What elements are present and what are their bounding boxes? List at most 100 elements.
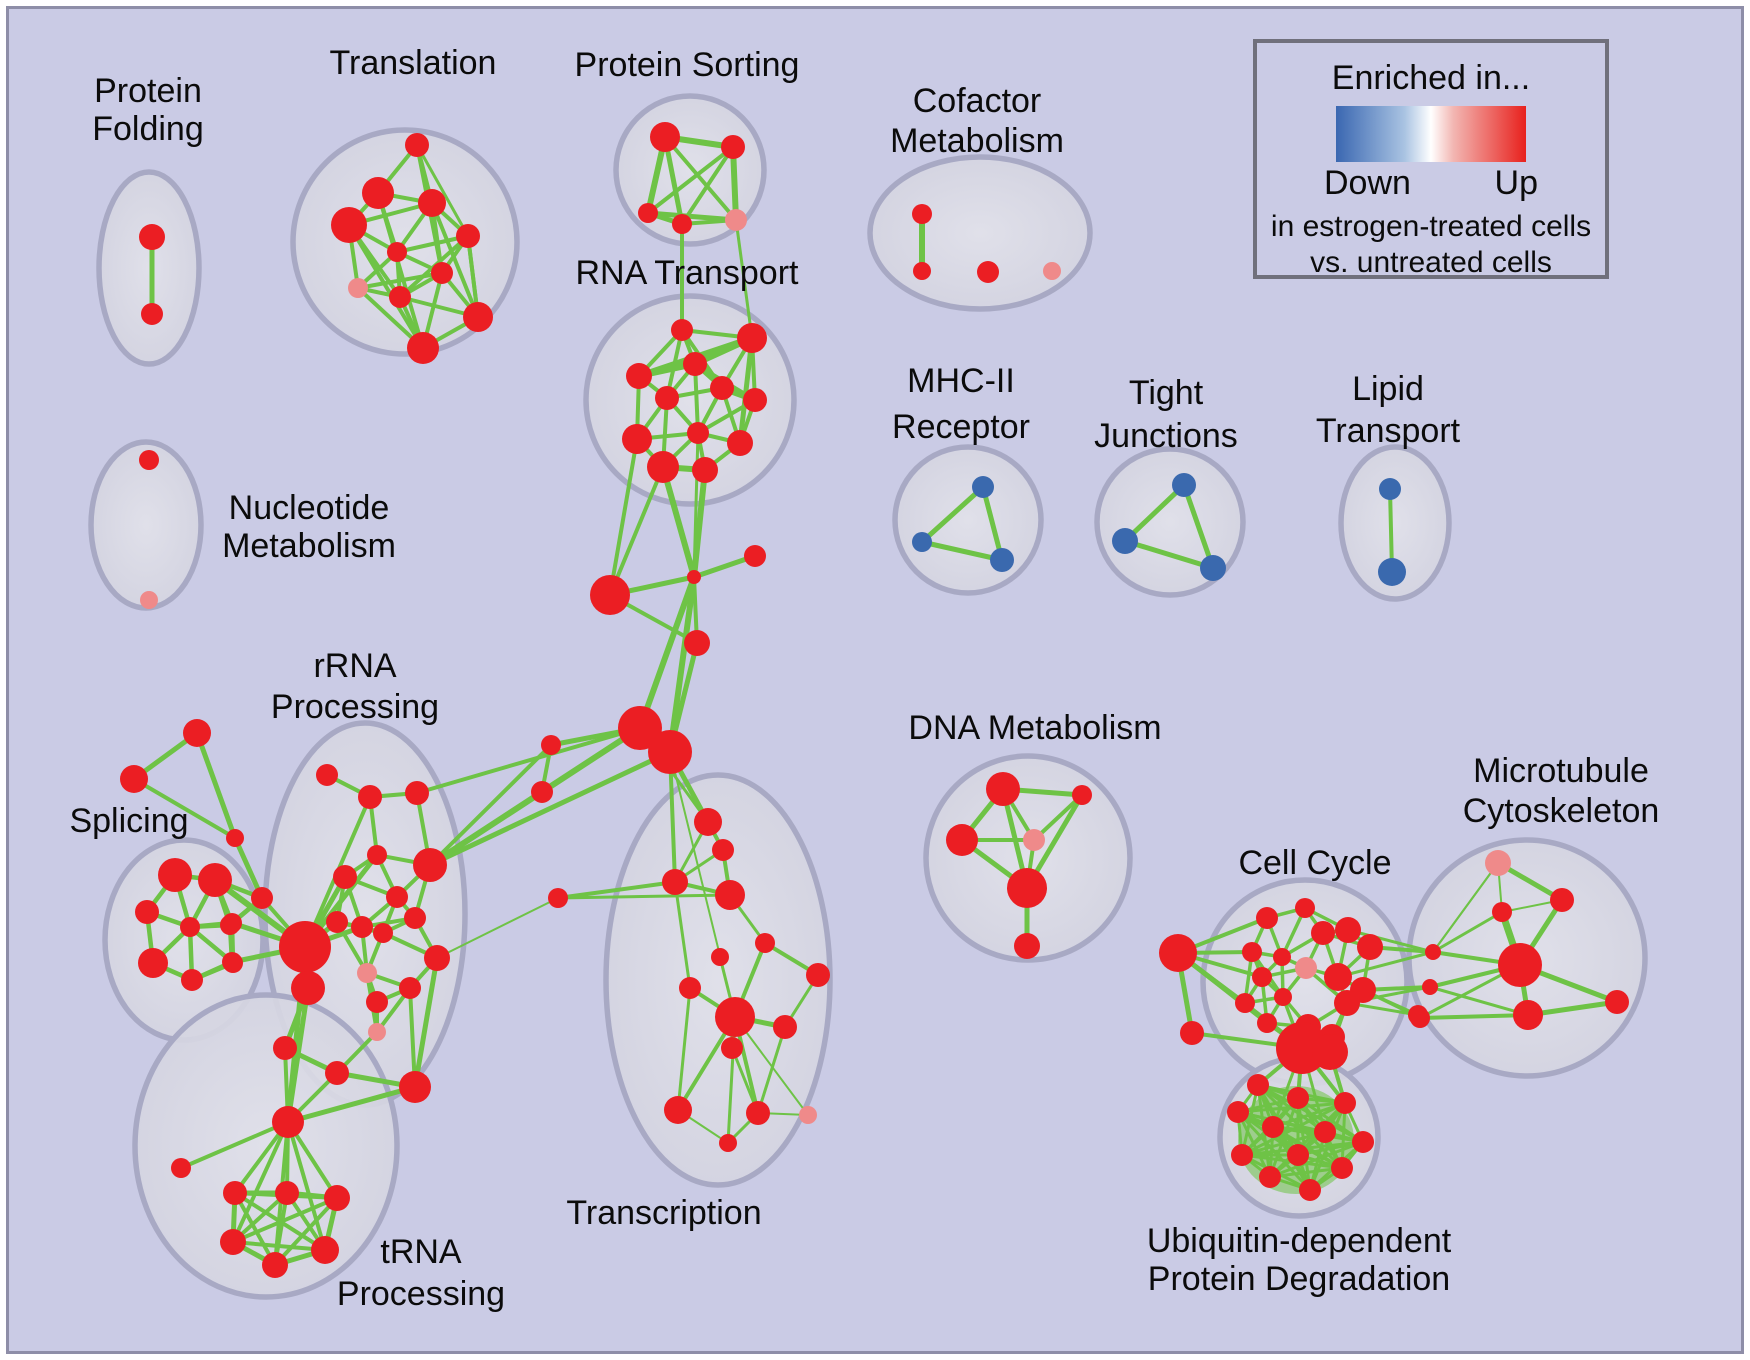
gene-set-node-microtubule-cytoskeleton[interactable] <box>1550 888 1574 912</box>
gene-set-node-splicing[interactable] <box>135 900 159 924</box>
gene-set-node-rna-transport[interactable] <box>743 388 767 412</box>
gene-set-node-cell-cycle[interactable] <box>1257 1013 1277 1033</box>
gene-set-node-dna-metabolism[interactable] <box>1014 933 1040 959</box>
gene-set-node-ubiquitin-degradation[interactable] <box>1334 1092 1356 1114</box>
gene-set-node-rna-transport[interactable] <box>710 376 734 400</box>
gene-set-node-transcription[interactable] <box>694 808 722 836</box>
gene-set-node-translation[interactable] <box>331 207 367 243</box>
gene-set-node-rrna-processing[interactable] <box>273 1036 297 1060</box>
gene-set-node-lipid-transport[interactable] <box>1379 478 1401 500</box>
gene-set-node-protein-sorting[interactable] <box>650 122 680 152</box>
gene-set-node-transcription[interactable] <box>715 880 745 910</box>
gene-set-node-rna-transport[interactable] <box>687 422 709 444</box>
gene-set-node-splicing[interactable] <box>138 948 168 978</box>
gene-set-node-connector-hub[interactable] <box>618 706 662 750</box>
gene-set-node-cell-cycle[interactable] <box>1235 993 1255 1013</box>
gene-set-node-rrna-processing[interactable] <box>351 916 373 938</box>
gene-set-node-protein-sorting[interactable] <box>672 214 692 234</box>
gene-set-node-cofactor-metabolism[interactable] <box>912 204 932 224</box>
gene-set-node-microtubule-cytoskeleton[interactable] <box>1498 943 1542 987</box>
gene-set-node-splicing[interactable] <box>251 887 273 909</box>
gene-set-node-protein-folding[interactable] <box>141 303 163 325</box>
gene-set-node-trna-processing[interactable] <box>220 1229 246 1255</box>
gene-set-node-cell-cycle[interactable] <box>1256 907 1278 929</box>
gene-set-node-trna-processing[interactable] <box>262 1252 288 1278</box>
gene-set-node-ubiquitin-degradation[interactable] <box>1227 1101 1249 1123</box>
gene-set-node-rna-transport[interactable] <box>683 352 707 376</box>
gene-set-node-cell-cycle[interactable] <box>1311 921 1335 945</box>
gene-set-node-cell-cycle[interactable] <box>1295 898 1315 918</box>
gene-set-node-transcription[interactable] <box>548 888 568 908</box>
gene-set-node-transcription[interactable] <box>662 869 688 895</box>
gene-set-node-dna-metabolism[interactable] <box>946 824 978 856</box>
gene-set-node-cell-cycle[interactable] <box>1357 934 1383 960</box>
gene-set-node-microtubule-cytoskeleton[interactable] <box>1425 944 1441 960</box>
gene-set-node-mhc-ii-receptor[interactable] <box>990 548 1014 572</box>
gene-set-node-tight-junctions[interactable] <box>1112 528 1138 554</box>
gene-set-node-splicing[interactable] <box>220 915 240 935</box>
gene-set-node-cofactor-metabolism[interactable] <box>913 262 931 280</box>
gene-set-node-cell-cycle[interactable] <box>1324 963 1352 991</box>
gene-set-node-trna-processing[interactable] <box>171 1158 191 1178</box>
gene-set-node-cell-cycle[interactable] <box>1295 957 1317 979</box>
gene-set-node-lipid-transport[interactable] <box>1378 558 1406 586</box>
gene-set-node-transcription[interactable] <box>773 1015 797 1039</box>
gene-set-node-rrna-processing[interactable] <box>326 911 348 933</box>
gene-set-node-cofactor-metabolism[interactable] <box>977 261 999 283</box>
gene-set-node-translation[interactable] <box>407 332 439 364</box>
gene-set-node-transcription[interactable] <box>806 963 830 987</box>
gene-set-node-rrna-processing[interactable] <box>291 971 325 1005</box>
gene-set-node-dna-metabolism[interactable] <box>1007 868 1047 908</box>
gene-set-node-splicing[interactable] <box>180 917 200 937</box>
gene-set-node-translation[interactable] <box>387 242 407 262</box>
gene-set-node-trna-processing[interactable] <box>275 1181 299 1205</box>
gene-set-node-cell-cycle[interactable] <box>1242 942 1262 962</box>
gene-set-node-tight-junctions[interactable] <box>1172 473 1196 497</box>
gene-set-node-ubiquitin-degradation[interactable] <box>1247 1074 1269 1096</box>
gene-set-node-cell-cycle[interactable] <box>1335 917 1361 943</box>
gene-set-node-microtubule-cytoskeleton[interactable] <box>1410 1008 1430 1028</box>
gene-set-node-transcription[interactable] <box>746 1101 770 1125</box>
gene-set-node-rrna-processing[interactable] <box>386 886 408 908</box>
gene-set-node-trna-processing[interactable] <box>223 1181 247 1205</box>
gene-set-node-microtubule-cytoskeleton[interactable] <box>1422 979 1438 995</box>
gene-set-node-rna-transport[interactable] <box>655 386 679 410</box>
gene-set-node-ubiquitin-degradation[interactable] <box>1352 1131 1374 1153</box>
gene-set-node-ubiquitin-degradation[interactable] <box>1314 1121 1336 1143</box>
gene-set-node-ubiquitin-degradation[interactable] <box>1262 1116 1284 1138</box>
gene-set-node-microtubule-cytoskeleton[interactable] <box>1513 1000 1543 1030</box>
gene-set-node-rna-transport[interactable] <box>647 451 679 483</box>
gene-set-node-connector-hub[interactable] <box>648 730 692 774</box>
gene-set-node-cell-cycle[interactable] <box>1180 1021 1204 1045</box>
gene-set-node-cell-cycle[interactable] <box>1312 1034 1348 1070</box>
gene-set-node-rna-transport[interactable] <box>692 457 718 483</box>
gene-set-node-rrna-processing[interactable] <box>279 921 331 973</box>
gene-set-node-rna-transport[interactable] <box>737 323 767 353</box>
gene-set-node-cell-cycle[interactable] <box>1274 988 1292 1006</box>
gene-set-node-mhc-ii-receptor[interactable] <box>972 476 994 498</box>
gene-set-node-translation[interactable] <box>418 189 446 217</box>
gene-set-node-connector-hub[interactable] <box>687 570 701 584</box>
gene-set-node-ubiquitin-degradation[interactable] <box>1259 1166 1281 1188</box>
gene-set-node-microtubule-cytoskeleton[interactable] <box>1605 990 1629 1014</box>
gene-set-node-rrna-processing[interactable] <box>316 764 338 786</box>
gene-set-node-rrna-processing[interactable] <box>325 1061 349 1085</box>
gene-set-node-ubiquitin-degradation[interactable] <box>1231 1144 1253 1166</box>
gene-set-node-connector-hub[interactable] <box>541 735 561 755</box>
gene-set-node-translation[interactable] <box>456 224 480 248</box>
gene-set-node-rrna-processing[interactable] <box>413 848 447 882</box>
gene-set-node-mhc-ii-receptor[interactable] <box>912 532 932 552</box>
gene-set-node-trna-processing[interactable] <box>324 1185 350 1211</box>
gene-set-node-connector-hub[interactable] <box>744 545 766 567</box>
gene-set-node-rna-transport[interactable] <box>727 430 753 456</box>
gene-set-node-nucleotide-metabolism[interactable] <box>139 450 159 470</box>
gene-set-node-cofactor-metabolism[interactable] <box>1043 262 1061 280</box>
gene-set-node-connector-hub[interactable] <box>531 781 553 803</box>
gene-set-node-translation[interactable] <box>431 262 453 284</box>
gene-set-node-rrna-processing[interactable] <box>357 963 377 983</box>
gene-set-node-microtubule-cytoskeleton[interactable] <box>1492 902 1512 922</box>
gene-set-node-connector-hub[interactable] <box>590 575 630 615</box>
gene-set-node-rrna-processing[interactable] <box>366 991 388 1013</box>
gene-set-node-transcription[interactable] <box>721 1037 743 1059</box>
gene-set-node-rrna-processing[interactable] <box>424 945 450 971</box>
